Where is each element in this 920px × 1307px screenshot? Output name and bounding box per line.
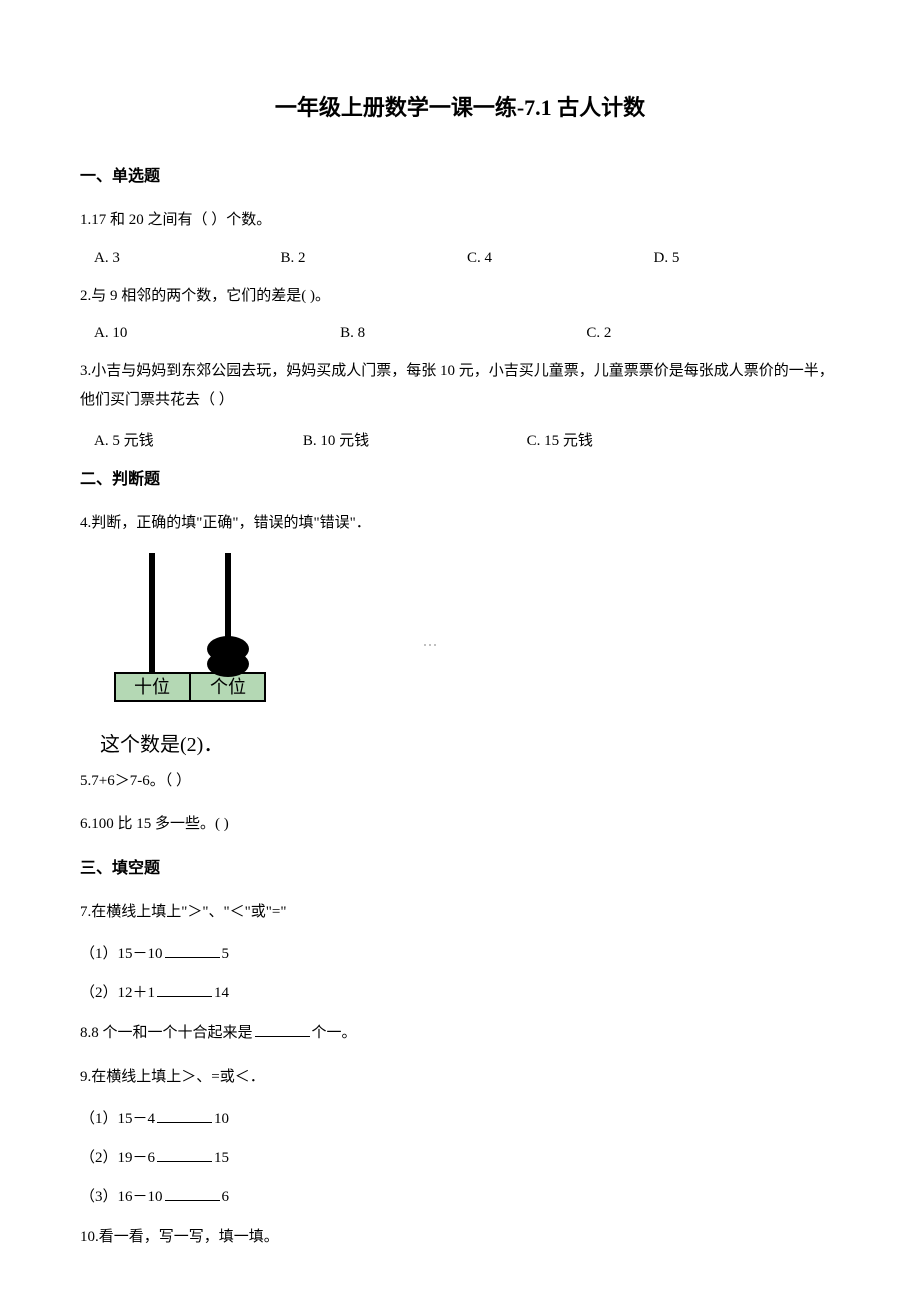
section-2-header: 二、判断题 <box>80 465 840 489</box>
question-6: 6.100 比 15 多一些。( ) <box>80 810 840 839</box>
q1-option-a: A. 3 <box>94 250 281 267</box>
question-4-statement: 这个数是(2)． <box>100 728 840 757</box>
q3-option-c: C. 15 元钱 <box>527 429 593 450</box>
ones-label: 个位 <box>210 677 246 697</box>
blank-input[interactable] <box>165 1186 220 1201</box>
q9-part1: （1）15－410 <box>80 1106 840 1133</box>
question-2-options: A. 10 B. 8 C. 2 <box>80 325 840 342</box>
question-3: 3.小吉与妈妈到东郊公园去玩，妈妈买成人门票，每张 10 元，小吉买儿童票，儿童… <box>80 357 840 414</box>
blank-input[interactable] <box>165 943 220 958</box>
q9-part2: （2）19－615 <box>80 1145 840 1172</box>
page-title: 一年级上册数学一课一练-7.1 古人计数 <box>80 90 840 122</box>
q1-option-b: B. 2 <box>281 250 468 267</box>
tens-label: 十位 <box>134 677 170 697</box>
q1-option-c: C. 4 <box>467 250 654 267</box>
question-1-options: A. 3 B. 2 C. 4 D. 5 <box>80 250 840 267</box>
abacus-figure: 十位 个位 <box>110 553 840 703</box>
q2-option-b: B. 8 <box>340 325 586 342</box>
question-5: 5.7+6＞7-6。（ ） <box>80 767 840 796</box>
blank-input[interactable] <box>157 982 212 997</box>
question-1: 1.17 和 20 之间有（ ）个数。 <box>80 206 840 235</box>
blank-input[interactable] <box>255 1022 310 1037</box>
question-4: 4.判断，正确的填"正确"，错误的填"错误"． <box>80 509 840 538</box>
question-7: 7.在横线上填上"＞"、"＜"或"=" <box>80 898 840 927</box>
q7-part1: （1）15－105 <box>80 941 840 968</box>
blank-input[interactable] <box>157 1108 212 1123</box>
q3-option-b: B. 10 元钱 <box>303 429 527 450</box>
q2-option-c: C. 2 <box>586 325 832 342</box>
section-1-header: 一、单选题 <box>80 162 840 186</box>
q2-option-a: A. 10 <box>94 325 340 342</box>
q1-option-d: D. 5 <box>654 250 841 267</box>
question-8: 8.8 个一和一个十合起来是个一。 <box>80 1019 840 1048</box>
section-3-header: 三、填空题 <box>80 854 840 878</box>
question-9: 9.在横线上填上＞、=或＜． <box>80 1063 840 1092</box>
question-2: 2.与 9 相邻的两个数，它们的差是( )。 <box>80 282 840 311</box>
question-10: 10.看一看，写一写，填一填。 <box>80 1223 840 1252</box>
blank-input[interactable] <box>157 1147 212 1162</box>
watermark-dots <box>424 644 436 648</box>
q9-part3: （3）16－106 <box>80 1184 840 1211</box>
q3-option-a: A. 5 元钱 <box>94 429 303 450</box>
q7-part2: （2）12＋114 <box>80 980 840 1007</box>
question-3-options: A. 5 元钱 B. 10 元钱 C. 15 元钱 <box>80 429 840 450</box>
